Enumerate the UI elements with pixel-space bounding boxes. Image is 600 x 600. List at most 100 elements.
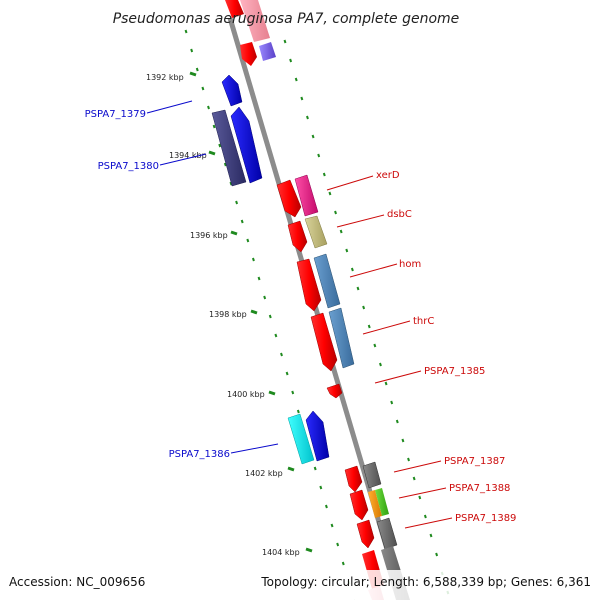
gene-top-pink[interactable] — [240, 0, 270, 42]
tick-1404 — [305, 547, 313, 553]
label-pspa7-1379[interactable]: PSPA7_1379 — [85, 109, 146, 120]
gene-thrC-steel[interactable] — [328, 307, 355, 369]
left-track-dot — [274, 333, 278, 338]
left-track-dot — [291, 390, 295, 395]
left-track-dot — [280, 352, 283, 357]
tick-label-1404: 1404 kbp — [262, 548, 300, 557]
tick-1398 — [250, 309, 258, 315]
left-track-dot — [251, 257, 255, 262]
left-track-dot — [336, 542, 340, 547]
label-pspa7-1380[interactable]: PSPA7_1380 — [98, 161, 159, 172]
gene-thrC-red[interactable] — [310, 312, 338, 372]
right-track-dot — [306, 115, 309, 120]
footer-background — [0, 570, 600, 600]
gene-pspa7-1387-gray[interactable] — [362, 461, 382, 489]
gene-pspa7-1386-arrow[interactable] — [305, 410, 330, 462]
leader-pspa7-1385 — [374, 370, 422, 384]
left-track-dot — [296, 409, 300, 414]
leader-hom — [349, 263, 398, 278]
leader-pspa7-1388 — [398, 487, 447, 499]
tick-label-1396: 1396 kbp — [190, 231, 228, 240]
label-pspa7-1386[interactable]: PSPA7_1386 — [169, 449, 230, 460]
right-track-dot — [339, 229, 343, 234]
right-track-dot — [407, 457, 410, 462]
left-track-dot — [246, 238, 250, 243]
gene-pspa7-1380-block[interactable] — [211, 109, 247, 187]
tick-1394 — [208, 150, 216, 156]
tick-label-1392: 1392 kbp — [146, 73, 184, 82]
tick-1400 — [268, 390, 276, 396]
right-track-dot — [429, 533, 433, 538]
label-xerD[interactable]: xerD — [376, 170, 400, 181]
tick-marks — [189, 71, 313, 553]
map-title: Pseudomonas aeruginosa PA7, complete gen… — [113, 11, 460, 27]
gene-pspa7-1380-arrow[interactable] — [230, 106, 263, 184]
gene-xerD-magenta[interactable] — [294, 174, 319, 217]
right-track-dot — [418, 495, 422, 500]
right-track-dot — [350, 267, 354, 272]
right-track-dot — [283, 39, 287, 44]
right-track-dot — [328, 191, 332, 196]
tick-1402 — [287, 466, 295, 472]
genome-summary-text: Topology: circular; Length: 6,588,339 bp… — [260, 575, 591, 589]
label-pspa7-1388[interactable]: PSPA7_1388 — [449, 483, 510, 494]
leader-dsbC — [336, 214, 385, 228]
gene-hom-steel[interactable] — [313, 253, 341, 309]
gene-pspa7-1388-green[interactable] — [375, 488, 389, 516]
tick-labels: 1392 kbp 1394 kbp 1396 kbp 1398 kbp 1400… — [146, 73, 300, 557]
leader-pspa7-1379 — [146, 100, 193, 114]
left-track-dot — [313, 466, 317, 471]
gene-top-violet[interactable] — [259, 42, 276, 61]
gene-top-red-2[interactable] — [240, 42, 257, 66]
right-track-dot — [334, 210, 337, 215]
right-track-dot — [373, 343, 377, 348]
gene-pspa7-1388-orange[interactable] — [368, 490, 382, 518]
label-pspa7-1387[interactable]: PSPA7_1387 — [444, 456, 505, 467]
right-track-dot — [289, 58, 293, 63]
right-track-dot — [412, 476, 416, 481]
left-track-dot — [240, 219, 244, 224]
right-track-dot — [379, 362, 382, 367]
tick-label-1398: 1398 kbp — [209, 310, 247, 319]
gene-top-red-1[interactable] — [225, 0, 244, 18]
left-track-dot — [190, 48, 194, 53]
tick-label-1400: 1400 kbp — [227, 390, 265, 399]
right-track-dot — [300, 96, 304, 101]
gene-dsbC-khaki[interactable] — [304, 215, 328, 249]
right-track-dot — [356, 286, 360, 291]
gene-pspa7-1389-gray[interactable] — [376, 517, 398, 550]
accession-text: Accession: NC_009656 — [9, 575, 145, 589]
gene-xerD-red[interactable] — [276, 179, 302, 218]
right-track-dot — [294, 77, 298, 82]
right-track-dot — [367, 324, 371, 329]
leader-xerD — [326, 175, 374, 191]
gene-hom-red[interactable] — [296, 258, 322, 312]
label-thrC[interactable]: thrC — [413, 316, 434, 327]
tick-1396 — [230, 230, 238, 236]
left-track-dot — [257, 276, 261, 281]
gene-pspa7-1389-red[interactable] — [356, 519, 375, 549]
label-leaders — [146, 100, 453, 529]
gene-pspa7-1387-red[interactable] — [344, 465, 363, 493]
gene-pspa7-1388-red[interactable] — [349, 489, 369, 521]
forward-strand-genes — [211, 74, 330, 465]
left-track-dot — [268, 314, 272, 319]
gene-pspa7-1385[interactable] — [326, 383, 343, 399]
left-track-dot — [285, 371, 289, 376]
label-pspa7-1385[interactable]: PSPA7_1385 — [424, 366, 485, 377]
tick-1392 — [189, 71, 197, 77]
label-dsbC[interactable]: dsbC — [387, 209, 412, 220]
label-hom[interactable]: hom — [399, 259, 421, 270]
right-track-dot — [322, 172, 326, 177]
gene-pspa7-1379-arrow[interactable] — [221, 74, 243, 107]
label-pspa7-1389[interactable]: PSPA7_1389 — [455, 513, 516, 524]
left-track-dot — [218, 143, 222, 148]
left-track-dot — [207, 105, 210, 110]
right-track-dot — [423, 514, 427, 519]
left-track-dot — [235, 200, 239, 205]
left-track-dot — [319, 485, 323, 490]
gene-dsbC-red[interactable] — [287, 220, 308, 253]
left-track-dot — [201, 86, 205, 91]
gene-pspa7-1386-block[interactable] — [287, 413, 315, 465]
